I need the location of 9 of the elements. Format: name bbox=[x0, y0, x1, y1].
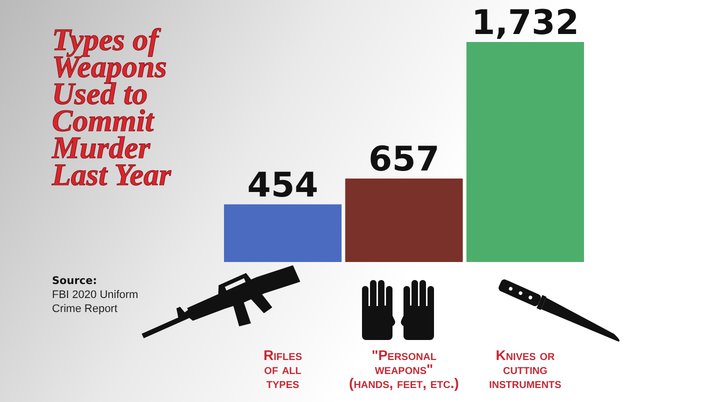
x-tick-label: "Personal weapons" (hands, feet, etc.) bbox=[349, 347, 459, 391]
x-tick-label: Rifles of all types bbox=[264, 347, 302, 391]
x-tick-label: Knives or cutting instruments bbox=[489, 347, 562, 391]
source-note: Source: bbox=[52, 275, 97, 287]
text: Types of Weapons Used to Commit Murder Last Year bbox=[51, 22, 172, 192]
data-label: 657 bbox=[368, 140, 440, 180]
text: FBI 2020 Uniform Crime Report bbox=[52, 289, 138, 315]
data-label: 454 bbox=[247, 165, 318, 206]
data-label: 1,732 bbox=[471, 3, 579, 43]
